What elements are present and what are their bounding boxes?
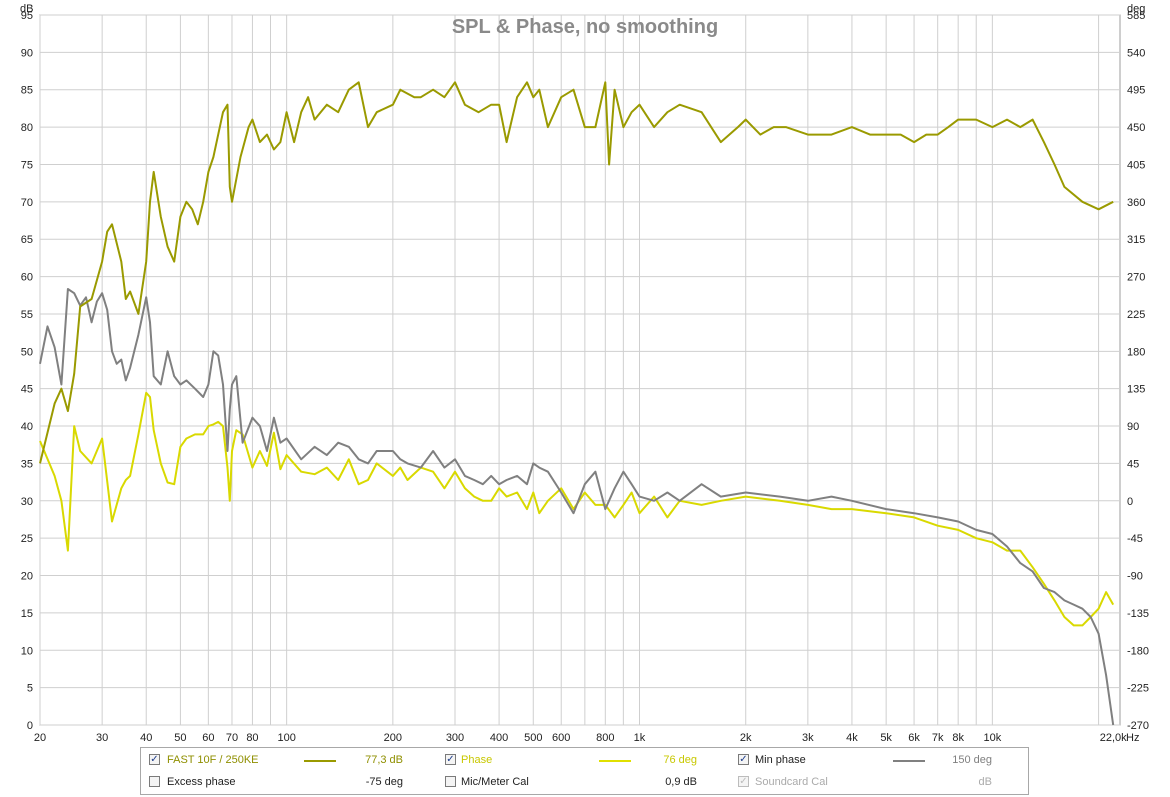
spl-phase-chart: 20 30 40 50 60 70 80 100 200 300 400 500 600 800 1k 2k 3… xyxy=(20,3,1149,744)
y-left-tick-label: 85 xyxy=(21,85,33,97)
x-tick-label: 4k xyxy=(846,732,858,744)
x-tick-label: 40 xyxy=(140,732,152,744)
x-tick-label: 6k xyxy=(908,732,920,744)
soundcard-cal-label: Soundcard Cal xyxy=(755,776,828,788)
legend-row-2: Excess phase -75 deg Mic/Meter Cal 0,9 d… xyxy=(141,772,1028,794)
y-right-tick-label: -225 xyxy=(1127,683,1149,695)
x-tick-label: 10k xyxy=(983,732,1001,744)
min-phase-label: Min phase xyxy=(755,754,806,766)
y-left-tick-label: 5 xyxy=(27,683,33,695)
mic-cal-checkbox[interactable] xyxy=(445,776,456,787)
x-tick-label: 30 xyxy=(96,732,108,744)
spl-swatch xyxy=(304,760,336,762)
x-tick-label: 5k xyxy=(880,732,892,744)
x-tick-label: 8k xyxy=(952,732,964,744)
y-left-tick-label: 75 xyxy=(21,159,33,171)
y-left-tick-label: 95 xyxy=(21,10,33,22)
y-left-tick-label: 70 xyxy=(21,197,33,209)
legend-panel: ✓ FAST 10F / 250KE 77,3 dB ✓ Phase 76 de… xyxy=(140,747,1029,795)
x-tick-label: 500 xyxy=(524,732,542,744)
y-left-tick-label: 45 xyxy=(21,384,33,396)
excess-phase-checkbox[interactable] xyxy=(149,776,160,787)
x-tick-label: 22,0k xyxy=(1100,732,1127,744)
y-left-tick-label: 25 xyxy=(21,533,33,545)
y-right-tick-label: -135 xyxy=(1127,608,1149,620)
y-right-tick-label: 450 xyxy=(1127,122,1145,134)
excess-phase-label: Excess phase xyxy=(167,776,236,788)
x-tick-label: 50 xyxy=(174,732,186,744)
y-right-tick-label: 90 xyxy=(1127,421,1139,433)
x-tick-label: 400 xyxy=(490,732,508,744)
y-right-tick-label: 45 xyxy=(1127,458,1139,470)
series-line-phase xyxy=(39,391,1115,627)
phase-swatch xyxy=(599,760,631,762)
y-left-tick-label: 0 xyxy=(27,720,33,732)
x-tick-label: 20 xyxy=(34,732,46,744)
x-tick-label: 800 xyxy=(596,732,614,744)
x-tick-label: 1k xyxy=(634,732,646,744)
y-right-tick-label: 270 xyxy=(1127,272,1145,284)
legend-row-1: ✓ FAST 10F / 250KE 77,3 dB ✓ Phase 76 de… xyxy=(141,750,1028,772)
min-phase-checkbox[interactable]: ✓ xyxy=(738,754,749,765)
soundcard-cal-value: dB xyxy=(978,776,992,788)
min-phase-swatch xyxy=(893,760,925,762)
y-right-tick-label: 495 xyxy=(1127,85,1145,97)
y-right-tick-label: 135 xyxy=(1127,384,1145,396)
x-tick-label: 2k xyxy=(740,732,752,744)
y-left-tick-label: 80 xyxy=(21,122,33,134)
tick-labels: 20 30 40 50 60 70 80 100 200 300 400 500 600 800 1k 2k 3… xyxy=(21,10,1149,744)
mic-cal-label: Mic/Meter Cal xyxy=(461,776,529,788)
y-left-tick-label: 10 xyxy=(21,645,33,657)
x-tick-label: 70 xyxy=(226,732,238,744)
x-tick-label: 300 xyxy=(446,732,464,744)
spl-checkbox[interactable]: ✓ xyxy=(149,754,160,765)
phase-value: 76 deg xyxy=(663,754,697,766)
y-right-tick-label: 225 xyxy=(1127,309,1145,321)
series-group xyxy=(39,81,1115,726)
x-tick-label: 200 xyxy=(384,732,402,744)
y-left-tick-label: 90 xyxy=(21,47,33,59)
y-left-tick-label: 40 xyxy=(21,421,33,433)
y-right-tick-label: -90 xyxy=(1127,571,1143,583)
y-right-tick-label: 180 xyxy=(1127,346,1145,358)
y-left-tick-label: 15 xyxy=(21,608,33,620)
x-tick-label: 600 xyxy=(552,732,570,744)
y-right-tick-label: 360 xyxy=(1127,197,1145,209)
phase-label: Phase xyxy=(461,754,493,766)
y-left-tick-label: 20 xyxy=(21,571,33,583)
spl-label: FAST 10F / 250KE xyxy=(167,754,259,766)
series-line-min-phase xyxy=(39,288,1115,726)
y-left-tick-label: 50 xyxy=(21,346,33,358)
y-right-tick-label: 585 xyxy=(1127,10,1145,22)
series-line-fast-10f-250ke xyxy=(39,81,1114,464)
y-right-tick-label: -45 xyxy=(1127,533,1143,545)
x-tick-label: 80 xyxy=(246,732,258,744)
y-right-tick-label: -180 xyxy=(1127,645,1149,657)
y-right-tick-label: 540 xyxy=(1127,47,1145,59)
y-left-tick-label: 60 xyxy=(21,272,33,284)
x-tick-label: 100 xyxy=(277,732,295,744)
y-left-unit: dB xyxy=(20,3,33,15)
mic-cal-value: 0,9 dB xyxy=(665,776,697,788)
y-left-tick-label: 30 xyxy=(21,496,33,508)
phase-checkbox[interactable]: ✓ xyxy=(445,754,456,765)
soundcard-cal-checkbox[interactable]: ✓ xyxy=(738,776,749,787)
spl-value: 77,3 dB xyxy=(365,754,403,766)
excess-phase-value: -75 deg xyxy=(365,776,403,788)
y-left-tick-label: 65 xyxy=(21,234,33,246)
y-right-unit: deg xyxy=(1127,3,1145,15)
x-tick-label: 7k xyxy=(932,732,944,744)
y-right-tick-label: -270 xyxy=(1127,720,1149,732)
y-left-tick-label: 35 xyxy=(21,458,33,470)
y-right-tick-label: 315 xyxy=(1127,234,1145,246)
min-phase-value: 150 deg xyxy=(952,754,992,766)
x-tick-label: 3k xyxy=(802,732,814,744)
x-unit: Hz xyxy=(1126,732,1139,744)
x-tick-label: 60 xyxy=(202,732,214,744)
chart-title: SPL & Phase, no smoothing xyxy=(452,16,718,38)
y-right-tick-label: 405 xyxy=(1127,159,1145,171)
y-left-tick-label: 55 xyxy=(21,309,33,321)
y-right-tick-label: 0 xyxy=(1127,496,1133,508)
